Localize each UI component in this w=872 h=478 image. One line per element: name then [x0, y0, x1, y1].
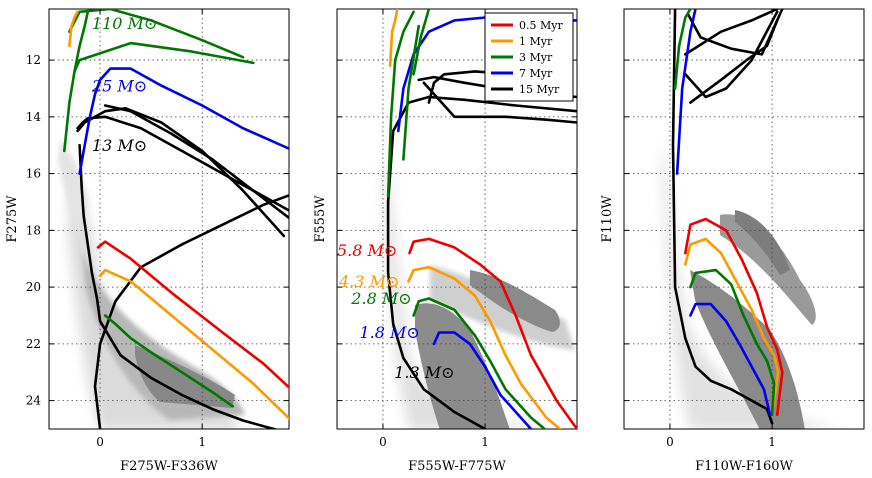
x-axis-label-1: F275W-F336W: [120, 459, 218, 474]
isochrone-3-myr-p2-8: [412, 9, 431, 76]
isochrone-3-myr-p1-9: [103, 314, 235, 408]
isochrone-1-myr-p2-11: [407, 265, 563, 429]
x-tick-label-3-1: 1: [768, 435, 776, 449]
x-axis-label-2: F555W-F775W: [408, 459, 506, 474]
isochrone-0.5-myr-p2-10: [408, 237, 577, 429]
star-density-panel-1: [58, 140, 245, 429]
x-axis-label-3: F110W-F160W: [695, 459, 793, 474]
isochrone-15-myr-p3-2: [683, 9, 779, 56]
isochrone-3-myr-p2-6: [386, 10, 415, 198]
mass-label-1-1: 25 M⊙: [91, 76, 147, 95]
y-tick-label-1-1: 14: [26, 110, 42, 124]
y-axis-label-1: F275W: [5, 195, 20, 243]
mass-label-2-3: 1.8 M⊙: [359, 323, 419, 342]
x-tick-label-2-1: 1: [481, 435, 489, 449]
y-tick-label-1-0: 12: [26, 53, 41, 67]
y-tick-label-1-2: 16: [26, 167, 41, 181]
isochrone-7-myr-p1-5: [78, 67, 289, 175]
isochrone-3-myr-p3-9: [689, 268, 776, 417]
isochrone-7-myr-p3-5: [675, 9, 697, 175]
isochrone-0.5-myr-p1-12: [96, 240, 289, 390]
isochrone-7-myr-p2-13: [432, 331, 533, 429]
y-tick-label-1-3: 18: [26, 223, 41, 237]
legend-label-3: 7 Myr: [519, 67, 553, 80]
y-axis-label-3: F110W: [600, 195, 615, 243]
mass-label-2-1: 4.3 M⊙: [338, 272, 399, 291]
x-tick-label-3-0: 0: [666, 435, 674, 449]
isochrone-7-myr-p3-10: [689, 302, 772, 417]
axes-frame-3: [623, 8, 865, 430]
mass-label-1-0: 110 M⊙: [92, 14, 157, 33]
isochrone-15-myr-p1-1: [78, 143, 279, 429]
isochrone-1-myr-p3-8: [683, 237, 780, 417]
axes-frame-2: [336, 8, 578, 430]
mass-label-2-0: 5.8 M⊙: [337, 241, 397, 260]
isochrone-15-myr-p3-3: [683, 10, 779, 99]
isochrone-15-myr-p2-0: [386, 200, 487, 429]
y-axis-label-2: F555W: [313, 195, 328, 243]
isochrone-3-myr-p3-6: [673, 9, 692, 90]
isochrone-1-myr-p2-9: [388, 9, 399, 68]
isochrone-0.5-myr-p3-7: [683, 217, 784, 417]
isochrone-15-myr-p2-3: [422, 81, 577, 124]
legend-label-4: 15 Myr: [519, 83, 560, 96]
isochrones-panel-3: [671, 9, 784, 425]
y-tick-label-1-4: 20: [26, 280, 41, 294]
x-tick-label-2-0: 0: [379, 435, 387, 449]
isochrone-15-myr-p3-4: [686, 9, 784, 56]
isochrone-3-myr-p1-7: [73, 41, 255, 73]
isochrone-3-myr-p1-6: [63, 10, 90, 153]
isochrone-15-myr-p1-4: [76, 107, 286, 238]
isochrone-3-myr-p2-7: [402, 24, 421, 161]
y-tick-label-1-6: 24: [26, 394, 42, 408]
mass-label-2-2: 2.8 M⊙: [350, 289, 411, 308]
mass-label-2-4: 1.3 M⊙: [394, 363, 454, 382]
legend-label-0: 0.5 Myr: [519, 19, 563, 32]
isochrone-15-myr-p3-0: [671, 9, 774, 425]
x-tick-label-1-1: 1: [198, 435, 206, 449]
isochrone-1-myr-p1-11: [98, 268, 289, 421]
isochrone-15-myr-p3-1: [689, 19, 779, 104]
legend-label-1: 1 Myr: [519, 35, 553, 48]
isochrone-15-myr-p2-1: [386, 95, 577, 204]
star-density-panel-2: [383, 150, 575, 429]
mass-label-1-2: 13 M⊙: [92, 136, 147, 155]
x-tick-label-1-0: 0: [96, 435, 104, 449]
isochrone-3-myr-p2-12: [412, 297, 547, 429]
legend-label-2: 3 Myr: [519, 51, 553, 64]
y-tick-label-1-5: 22: [26, 337, 41, 351]
isochrone-3-myr-p1-8: [68, 9, 245, 59]
isochrone-15-myr-p1-3: [103, 104, 289, 220]
isochrones-panel-1: [63, 9, 289, 429]
isochrone-1-myr-p1-10: [68, 10, 79, 48]
